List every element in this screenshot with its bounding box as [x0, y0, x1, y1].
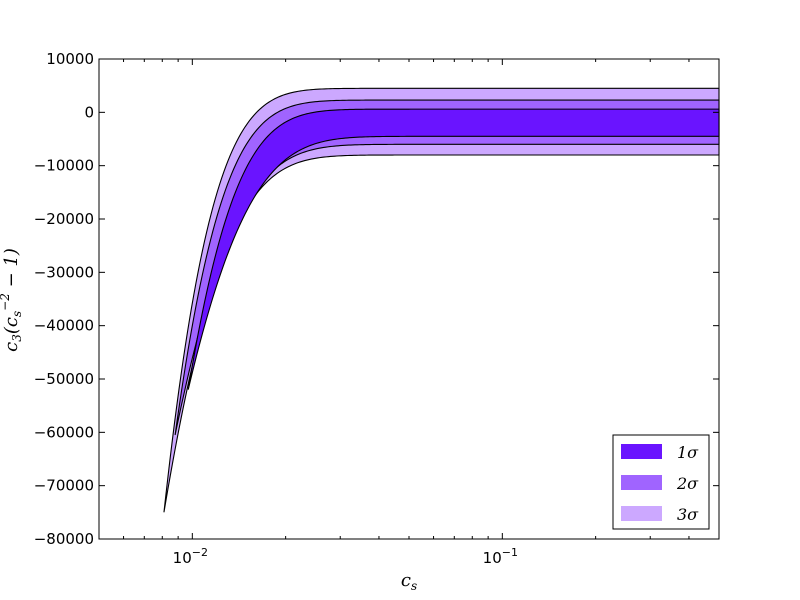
y-tick-label: 0 [84, 103, 94, 121]
y-tick-label: −10000 [34, 157, 94, 175]
y-axis-label: c3(cs−2 − 1) [0, 248, 24, 352]
y-tick-label: −80000 [34, 530, 94, 548]
y-tick-label: −20000 [34, 210, 94, 228]
y-tick-label: 10000 [46, 50, 94, 68]
x-axis-label: cs [401, 570, 417, 593]
legend-swatch-3-sigma [621, 506, 662, 521]
y-tick-label: −70000 [34, 477, 94, 495]
legend: 1σ 2σ 3σ [612, 434, 710, 530]
legend-label-1-sigma: 1σ [677, 443, 699, 462]
legend-label-2-sigma: 2σ [676, 474, 699, 493]
y-tick-label: −60000 [34, 423, 94, 441]
x-axis: 10−2 10−1 [98, 59, 720, 567]
y-axis: 10000 0 −10000 −20000 −30000 −40000 −50000 −600… [34, 50, 719, 548]
y-tick-label: −50000 [34, 370, 94, 388]
y-tick-label: −40000 [34, 317, 94, 335]
legend-label-3-sigma: 3σ [677, 505, 699, 524]
legend-swatch-1-sigma [621, 444, 662, 459]
y-tick-label: −30000 [34, 263, 94, 281]
x-tick-label: 10−2 [173, 546, 208, 567]
legend-swatch-2-sigma [621, 475, 662, 490]
x-tick-label: 10−1 [483, 546, 518, 567]
